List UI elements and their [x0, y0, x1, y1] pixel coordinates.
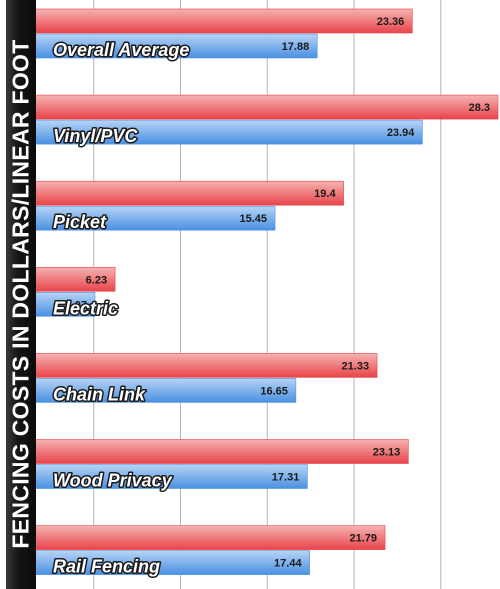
category-label-4: Chain Link: [53, 384, 146, 404]
category-label-2: Picket: [53, 212, 107, 232]
value-label-series-0-4: 21.33: [342, 360, 370, 372]
value-label-series-0-3: 6.23: [86, 274, 107, 286]
category-label-0: Overall Average: [53, 40, 189, 60]
bar-series-1-4: [6, 378, 297, 403]
bar-series-0-1: [6, 94, 499, 120]
bar-series-1-5: [6, 464, 308, 489]
value-label-series-0-1: 28.3: [469, 102, 490, 114]
value-label-series-0-5: 23.13: [373, 447, 401, 459]
bar-series-0-2: [6, 180, 344, 206]
value-label-series-0-0: 23.36: [377, 16, 405, 28]
labels: 23.36 17.88 Overall Average 28.3 23.94 Vinyl/…: [52, 16, 491, 578]
value-label-series-0-6: 21.79: [350, 533, 378, 545]
category-label-3: Electric: [53, 298, 118, 318]
category-label-1: Vinyl/PVC: [53, 126, 138, 146]
bar-series-1-6: [6, 550, 310, 575]
y-axis-title: FENCING COSTS IN DOLLARS/LINEAR FOOT: [7, 39, 34, 549]
value-label-series-1-3: 5.07: [66, 299, 87, 311]
value-label-series-0-2: 19.4: [314, 188, 336, 200]
bar-series-0-5: [6, 439, 409, 464]
value-label-series-1-1: 23.94: [387, 127, 415, 139]
bars: [6, 8, 499, 575]
bar-series-0-0: [6, 8, 413, 34]
y-axis-title-band: [6, 0, 36, 589]
category-label-5: Wood Privacy: [53, 471, 173, 491]
gridlines: [93, 0, 442, 589]
bar-series-1-2: [6, 205, 276, 231]
value-label-series-1-0: 17.88: [282, 41, 310, 53]
value-label-series-1-4: 16.65: [260, 385, 288, 397]
bar-series-0-4: [6, 353, 378, 378]
bar-series-0-6: [6, 525, 386, 550]
value-label-series-1-5: 17.31: [272, 472, 300, 484]
bar-series-1-1: [6, 119, 423, 145]
category-label-6: Rail Fencing: [53, 557, 160, 577]
value-label-series-1-6: 17.44: [274, 558, 302, 570]
value-label-series-1-2: 15.45: [240, 213, 268, 225]
